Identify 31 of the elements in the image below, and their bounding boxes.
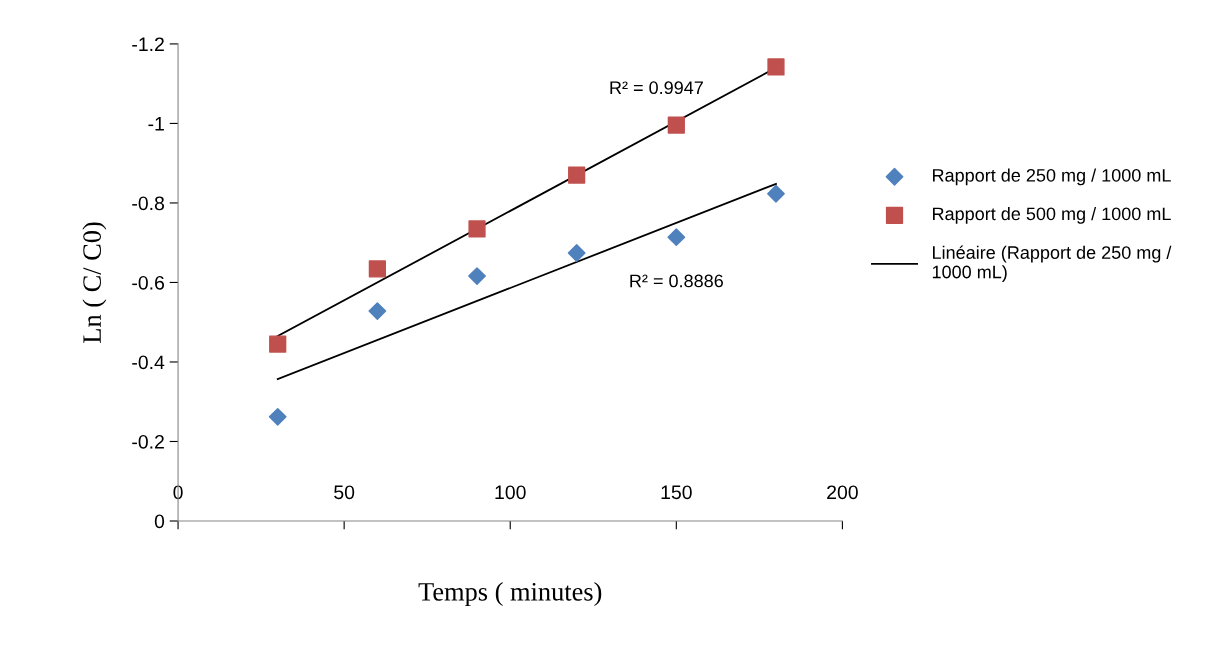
legend-label: Rapport de 500 mg / 1000 mL <box>933 206 1171 224</box>
annotation: R² = 0.8886 <box>630 274 723 288</box>
point <box>767 58 785 76</box>
point <box>268 407 287 426</box>
y-tick-label: -0.4 <box>132 355 165 370</box>
point <box>468 220 486 238</box>
x-axis-title: Temps ( minutes) <box>418 582 602 607</box>
point <box>567 244 586 262</box>
x-tick-label: 100 <box>495 485 526 500</box>
point <box>568 166 586 184</box>
point <box>468 267 486 286</box>
y-tick-label: -0.2 <box>132 434 164 449</box>
y-tick-label: -1.2 <box>132 37 164 51</box>
y-tick-label: -1 <box>148 117 164 131</box>
x-tick-label: 200 <box>827 485 858 500</box>
legend-label: Rapport de 250 mg / 1000 mL <box>933 168 1171 186</box>
x-tick-label: 0 <box>173 485 183 500</box>
annotation: R² = 0.9947 <box>610 81 703 95</box>
x-tick-label: 150 <box>661 485 692 500</box>
point <box>667 116 685 134</box>
y-tick-label: -0.6 <box>132 275 165 290</box>
y-tick-label: 0 <box>154 514 165 529</box>
y-tick-label: -0.8 <box>132 196 165 211</box>
y-axis-title: Ln ( C/ C0) <box>82 222 107 343</box>
point <box>767 184 785 203</box>
legend-label: Linéaire (Rapport de 250 mg / 1000 mL) <box>932 245 1172 282</box>
x-tick-label: 50 <box>334 485 355 500</box>
point <box>368 260 386 278</box>
point <box>368 302 387 320</box>
point <box>269 335 287 353</box>
point <box>667 228 686 247</box>
